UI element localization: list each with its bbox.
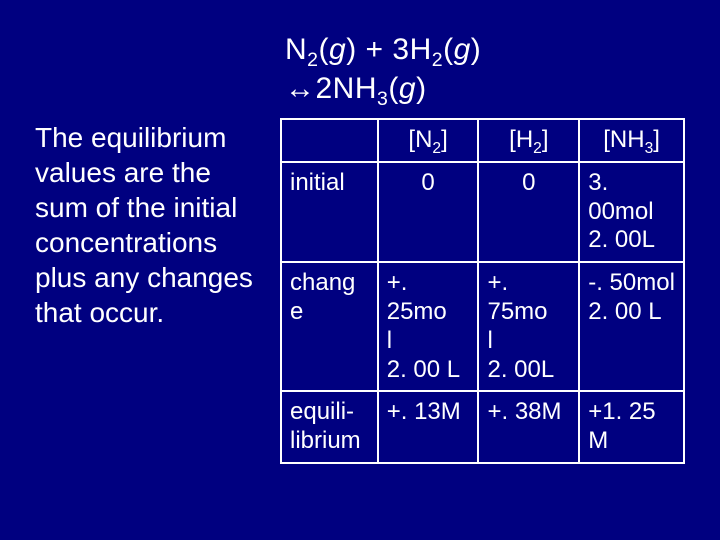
table-cell: +. 38M [478,391,579,463]
table-container: [N2][H2][NH3]initial003. 00mol2. 00Lchan… [280,118,685,520]
table-cell: [H2] [478,119,579,162]
table-cell: 0 [478,162,579,262]
table-cell: +. 13M [378,391,479,463]
table-cell: initial [281,162,378,262]
table-cell: [N2] [378,119,479,162]
table-row: equili-librium+. 13M+. 38M+1. 25M [281,391,684,463]
table-cell: +. 25mol2. 00 L [378,262,479,391]
body-row: The equilibrium values are the sum of th… [35,118,685,520]
table-cell [281,119,378,162]
left-paragraph: The equilibrium values are the sum of th… [35,118,270,520]
table-cell: -. 50mol2. 00 L [579,262,684,391]
table-cell: 3. 00mol2. 00L [579,162,684,262]
table-cell: change [281,262,378,391]
table-row: change+. 25mol2. 00 L+. 75mol2. 00L-. 50… [281,262,684,391]
equation-line1: N2(g) + 3H2(g) [285,33,481,66]
table-row: initial003. 00mol2. 00L [281,162,684,262]
table-cell: +1. 25M [579,391,684,463]
table-cell: +. 75mol2. 00L [478,262,579,391]
table-cell: 0 [378,162,479,262]
equation-line2: ↔2NH3(g) [285,69,685,108]
table-cell: equili-librium [281,391,378,463]
table-body: [N2][H2][NH3]initial003. 00mol2. 00Lchan… [281,119,684,463]
equation-block: N2(g) + 3H2(g) ↔2NH3(g) [285,30,685,108]
ice-table: [N2][H2][NH3]initial003. 00mol2. 00Lchan… [280,118,685,464]
table-cell: [NH3] [579,119,684,162]
table-row: [N2][H2][NH3] [281,119,684,162]
slide-root: N2(g) + 3H2(g) ↔2NH3(g) The equilibrium … [0,0,720,540]
